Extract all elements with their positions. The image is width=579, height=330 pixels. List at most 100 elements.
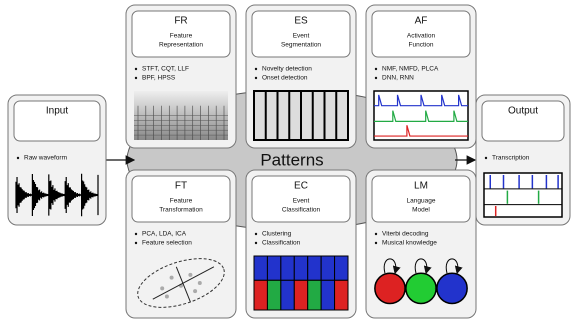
illustration-part [334, 255, 349, 281]
illustration-part [307, 255, 322, 281]
illustration-part [164, 294, 169, 299]
bullet-text: Transcription [492, 155, 530, 162]
illustration-part [436, 272, 468, 305]
header-box [251, 175, 351, 223]
bullet-dot [254, 76, 258, 80]
illustration-part [293, 255, 309, 281]
bullet-dot [134, 67, 138, 71]
module-title: Segmentation [281, 42, 321, 49]
module-title: Feature [170, 33, 193, 40]
illustration-part [253, 255, 268, 281]
illustration-part [253, 279, 268, 311]
bullet-dot [134, 241, 138, 245]
bullet-dot [254, 232, 258, 236]
bullet-text: NMF, NMFD, PLCA [382, 66, 439, 73]
header-box [13, 100, 101, 142]
bullet-text: Viterbi decoding [382, 231, 429, 238]
module-title: Transformation [159, 207, 203, 214]
module-abbr: LM [414, 181, 428, 192]
illustration-part [152, 266, 215, 300]
illustration-part [374, 272, 406, 305]
bullet-dot [374, 67, 378, 71]
bullet-text: Classification [262, 240, 301, 247]
module-abbr: AF [415, 16, 428, 27]
illustration [15, 173, 99, 217]
illustration-part [280, 255, 295, 281]
illustration [483, 172, 563, 218]
illustration-part [175, 266, 191, 303]
bullet-dot [484, 156, 488, 160]
illustration-part [15, 173, 99, 217]
illustration-part [374, 125, 468, 137]
illustration-part [374, 110, 468, 122]
bullet-text: Novelty detection [262, 66, 312, 73]
header-box [131, 175, 231, 223]
center-label: Patterns [260, 150, 323, 169]
illustration-part [193, 289, 198, 294]
bullet-text: PCA, LDA, ICA [142, 231, 187, 238]
bullet-dot [134, 232, 138, 236]
bullet-text: STFT, CQT, LLF [142, 66, 189, 73]
bullet-dot [254, 67, 258, 71]
header-box [371, 175, 471, 223]
illustration-part [293, 279, 309, 311]
module-title: Activation [407, 33, 436, 40]
bullet-text: DNN, RNN [382, 75, 414, 82]
illustration-part [197, 281, 202, 285]
illustration-part [374, 94, 468, 107]
illustration-part [280, 279, 295, 311]
illustration [137, 258, 225, 308]
illustration-part [137, 258, 225, 308]
header-box [481, 100, 565, 142]
illustration [253, 255, 349, 311]
module-title: Feature [170, 198, 193, 205]
bullet-text: BPF, HPSS [142, 75, 176, 82]
illustration [374, 258, 468, 305]
illustration-part [320, 279, 336, 311]
bullet-text: Musical knowledge [382, 240, 437, 247]
module-title: Event [293, 198, 310, 205]
illustration-part [383, 258, 401, 275]
module-title: Function [409, 42, 434, 49]
bullet-text: Clustering [262, 231, 292, 238]
module-abbr: FR [174, 16, 187, 27]
module-abbr: FT [175, 181, 187, 192]
module-title: Model [412, 207, 430, 214]
illustration-part [188, 272, 193, 277]
illustration-part [266, 255, 282, 281]
illustration-part [160, 286, 165, 291]
module-title: Event [293, 33, 310, 40]
module-abbr: EC [294, 181, 308, 192]
bullet-dot [254, 241, 258, 245]
module-title: Input [46, 106, 68, 117]
module-title: Representation [159, 42, 203, 49]
header-box [131, 10, 231, 58]
module-abbr: ES [294, 16, 308, 27]
bullet-text: Raw waveform [24, 155, 67, 162]
illustration [134, 91, 228, 140]
bullet-dot [374, 76, 378, 80]
bullet-dot [134, 76, 138, 80]
module-title: Classification [282, 207, 321, 214]
illustration-part [169, 275, 174, 280]
illustration [373, 90, 469, 141]
bullet-dot [16, 156, 20, 160]
bullet-dot [374, 241, 378, 245]
illustration-part [405, 272, 437, 305]
illustration-part [334, 279, 349, 311]
header-box [251, 10, 351, 58]
illustration-part [307, 279, 322, 311]
module-title: Language [407, 198, 436, 205]
illustration-part [320, 255, 336, 281]
illustration [253, 90, 349, 141]
bullet-dot [374, 232, 378, 236]
module-title: Output [508, 106, 538, 117]
bullet-text: Feature selection [142, 240, 192, 247]
header-box [371, 10, 471, 58]
illustration-part [483, 172, 563, 218]
illustration-part [445, 258, 463, 275]
illustration-part [414, 258, 432, 275]
illustration-part [266, 279, 282, 311]
bullet-text: Onset detection [262, 75, 308, 82]
